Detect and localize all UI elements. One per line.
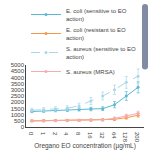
svg-text:4500: 4500 <box>11 68 25 74</box>
svg-text:3000: 3000 <box>11 87 25 93</box>
svg-text:5000: 5000 <box>11 62 25 68</box>
svg-text:8: 8 <box>75 132 81 136</box>
svg-text:2: 2 <box>52 132 58 136</box>
svg-text:3500: 3500 <box>11 81 25 87</box>
svg-text:16: 16 <box>87 132 93 139</box>
svg-text:0: 0 <box>28 132 34 136</box>
svg-text:1: 1 <box>40 132 46 136</box>
svg-text:128: 128 <box>122 132 128 143</box>
svg-text:500: 500 <box>14 118 25 124</box>
svg-text:200: 200 <box>134 132 140 143</box>
svg-text:S. aureus (sensitive to EOacti: S. aureus (sensitive to EOaction) <box>66 46 136 60</box>
svg-text:Oregano EO concentration (µg/m: Oregano EO concentration (µg/mL) <box>34 142 136 150</box>
svg-text:2500: 2500 <box>11 93 25 99</box>
svg-text:S. aureus (MRSA): S. aureus (MRSA) <box>66 69 115 75</box>
svg-text:E. coli (sensitive to EOaction: E. coli (sensitive to EOaction) <box>66 8 127 22</box>
svg-text:1000: 1000 <box>11 112 25 118</box>
svg-text:32: 32 <box>99 132 105 139</box>
svg-text:4000: 4000 <box>11 75 25 81</box>
svg-text:1500: 1500 <box>11 106 25 112</box>
svg-text:0: 0 <box>21 124 25 130</box>
svg-text:E. coli (resistant to EOaction: E. coli (resistant to EOaction) <box>66 27 126 41</box>
svg-text:2000: 2000 <box>11 99 25 105</box>
svg-text:64: 64 <box>111 132 117 139</box>
svg-text:4: 4 <box>63 132 69 136</box>
